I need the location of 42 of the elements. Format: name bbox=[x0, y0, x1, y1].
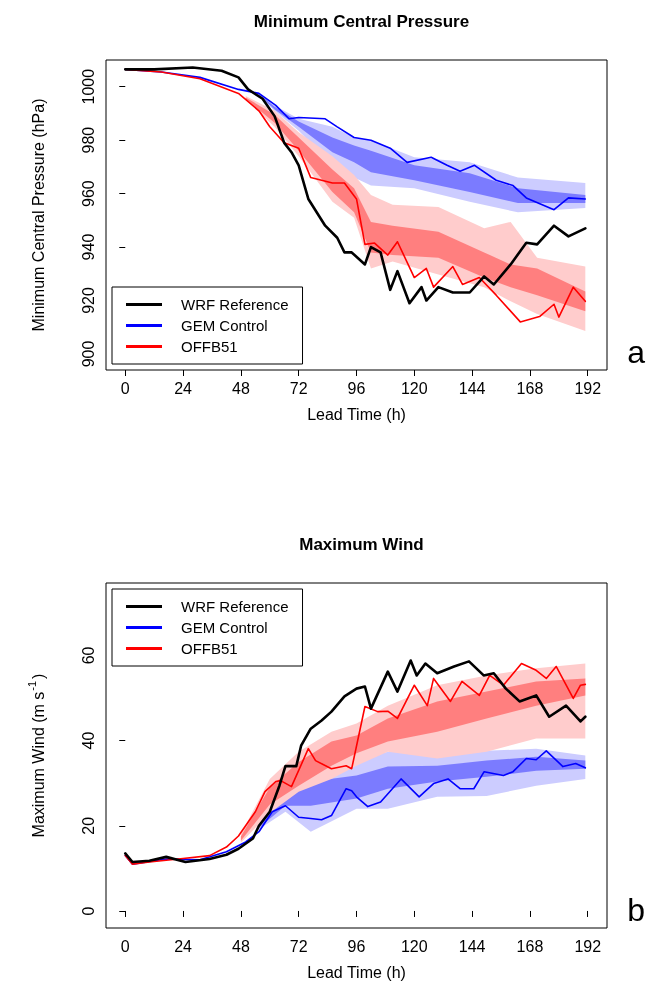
x-tick-label: 120 bbox=[400, 379, 428, 397]
x-tick-label: 192 bbox=[574, 379, 602, 397]
legend-label: GEM Control bbox=[181, 317, 268, 334]
y-tick-label: 980 bbox=[79, 126, 97, 154]
y-tick-label: 0 bbox=[79, 906, 97, 916]
y-axis-title: Maximum Wind (m s-1) bbox=[25, 673, 47, 838]
x-tick-label: 0 bbox=[120, 379, 130, 397]
x-axis-title: Lead Time (h) bbox=[307, 405, 406, 423]
legend-label: GEM Control bbox=[181, 619, 268, 636]
y-tick-label: 40 bbox=[79, 731, 97, 750]
x-tick-label: 120 bbox=[400, 937, 428, 955]
x-tick-label: 144 bbox=[458, 379, 486, 397]
x-tick-label: 96 bbox=[347, 937, 366, 955]
y-tick-label: 920 bbox=[79, 287, 97, 314]
x-tick-label: 144 bbox=[458, 937, 486, 955]
x-tick-label: 24 bbox=[174, 937, 193, 955]
legend-label: WRF Reference bbox=[181, 296, 289, 313]
legend-label: OFFB51 bbox=[181, 338, 238, 355]
x-tick-label: 192 bbox=[574, 937, 602, 955]
legend-label: WRF Reference bbox=[181, 598, 289, 615]
x-tick-label: 168 bbox=[516, 937, 544, 955]
x-tick-label: 168 bbox=[516, 379, 544, 397]
y-tick-label: 1000 bbox=[79, 68, 97, 105]
text: b bbox=[627, 892, 645, 928]
y-axis-title: Minimum Central Pressure (hPa) bbox=[29, 98, 47, 332]
chart-title: Maximum Wind bbox=[299, 535, 424, 554]
y-tick-label: 60 bbox=[79, 646, 97, 665]
x-tick-label: 0 bbox=[120, 937, 130, 955]
text: a bbox=[627, 334, 646, 370]
legend-label: OFFB51 bbox=[181, 640, 238, 657]
chart-title: Minimum Central Pressure bbox=[253, 12, 470, 31]
y-tick-label: 20 bbox=[79, 816, 97, 835]
y-tick-label: 900 bbox=[79, 340, 97, 368]
x-tick-label: 48 bbox=[231, 937, 250, 955]
x-tick-label: 72 bbox=[289, 937, 308, 955]
x-axis-title: Lead Time (h) bbox=[307, 963, 406, 981]
x-tick-label: 48 bbox=[231, 379, 250, 397]
x-tick-label: 72 bbox=[289, 379, 308, 397]
x-tick-label: 96 bbox=[347, 379, 366, 397]
y-tick-label: 940 bbox=[79, 233, 97, 261]
x-tick-label: 24 bbox=[174, 379, 193, 397]
y-tick-label: 960 bbox=[79, 180, 97, 207]
